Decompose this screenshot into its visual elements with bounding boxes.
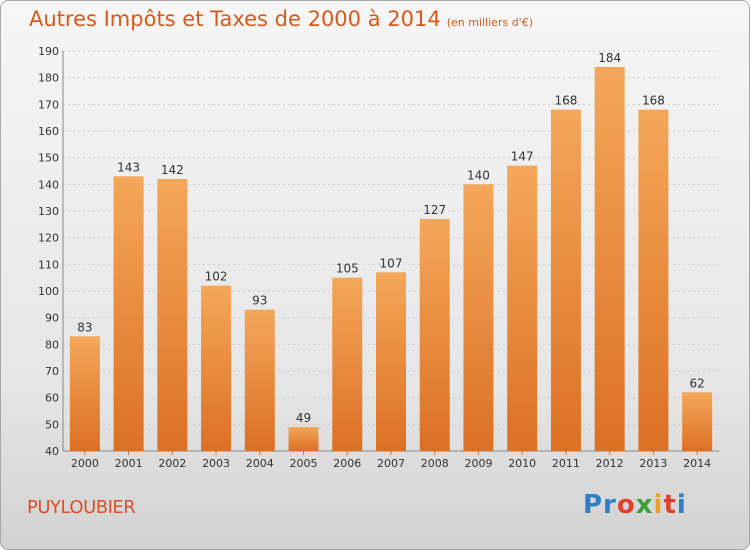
bar — [419, 219, 450, 451]
bar — [594, 67, 625, 451]
bar — [157, 179, 188, 451]
y-tick-label: 190 — [38, 45, 59, 58]
logo-part: t — [663, 490, 677, 520]
chart-title: Autres Impôts et Taxes de 2000 à 2014 (en… — [29, 7, 533, 31]
data-label: 127 — [423, 203, 446, 217]
y-tick-label: 100 — [38, 285, 59, 298]
commune-name: PUYLOUBIER — [27, 497, 136, 518]
x-tick-label: 2008 — [421, 457, 449, 470]
x-tick-label: 2003 — [202, 457, 230, 470]
data-label: 83 — [77, 320, 92, 334]
logo-part: i — [676, 490, 687, 520]
y-tick-label: 130 — [38, 205, 59, 218]
bar — [332, 277, 363, 451]
x-tick-label: 2011 — [552, 457, 580, 470]
label-layer: 40 50 60 70 80 90 100 110 120 130 140 150 160 170 180 1… — [38, 45, 711, 470]
y-tick-label: 70 — [45, 365, 59, 378]
bar — [201, 285, 232, 451]
title-main: Autres Impôts et Taxes de 2000 à 2014 — [29, 7, 441, 31]
logo-part: Pr — [583, 490, 617, 520]
x-tick-label: 2001 — [115, 457, 143, 470]
data-label: 49 — [296, 411, 311, 425]
x-tick-label: 2012 — [596, 457, 624, 470]
bar — [550, 109, 581, 452]
data-label: 168 — [642, 94, 665, 108]
y-tick-label: 80 — [45, 338, 59, 351]
y-tick-label: 140 — [38, 178, 59, 191]
bar — [638, 109, 669, 452]
x-tick-label: 2005 — [290, 457, 318, 470]
data-label: 140 — [467, 168, 490, 182]
bar — [682, 392, 713, 451]
y-tick-label: 150 — [38, 152, 59, 165]
bar — [113, 176, 144, 452]
logo-part: o — [616, 490, 636, 520]
bar — [463, 184, 494, 452]
x-tick-label: 2014 — [683, 457, 711, 470]
chart-subtitle: (en milliers d'€) — [446, 16, 533, 29]
data-label: 105 — [336, 262, 359, 276]
data-label: 107 — [380, 256, 403, 270]
x-tick-label: 2010 — [508, 457, 536, 470]
data-label: 102 — [205, 270, 228, 284]
y-tick-label: 110 — [38, 258, 59, 271]
bar — [244, 309, 275, 451]
data-label: 62 — [689, 376, 704, 390]
bar-layer — [69, 67, 713, 452]
y-tick-label: 160 — [38, 125, 59, 138]
y-tick-label: 170 — [38, 98, 59, 111]
x-tick-label: 2002 — [158, 457, 186, 470]
y-tick-label: 60 — [45, 392, 59, 405]
y-tick-label: 90 — [45, 312, 59, 325]
x-tick-label: 2006 — [333, 457, 361, 470]
x-tick-label: 2004 — [246, 457, 274, 470]
y-tick-label: 180 — [38, 72, 59, 85]
x-tick-label: 2013 — [639, 457, 667, 470]
y-tick-label: 120 — [38, 232, 59, 245]
bar — [288, 427, 319, 451]
data-label: 168 — [554, 94, 577, 108]
proxiti-logo[interactable]: Proxiti — [583, 490, 687, 520]
x-tick-label: 2009 — [464, 457, 492, 470]
x-tick-label: 2000 — [71, 457, 99, 470]
bar — [507, 165, 538, 451]
y-tick-label: 50 — [45, 418, 59, 431]
y-tick-label: 40 — [45, 445, 59, 458]
data-label: 143 — [117, 160, 140, 174]
data-label: 142 — [161, 163, 184, 177]
bar — [376, 272, 406, 451]
logo-part: x — [635, 490, 654, 520]
data-label: 184 — [598, 51, 621, 65]
logo-part: i — [653, 490, 664, 520]
data-label: 93 — [252, 294, 267, 308]
x-tick-label: 2007 — [377, 457, 405, 470]
data-label: 147 — [511, 150, 534, 164]
bar — [69, 336, 100, 451]
